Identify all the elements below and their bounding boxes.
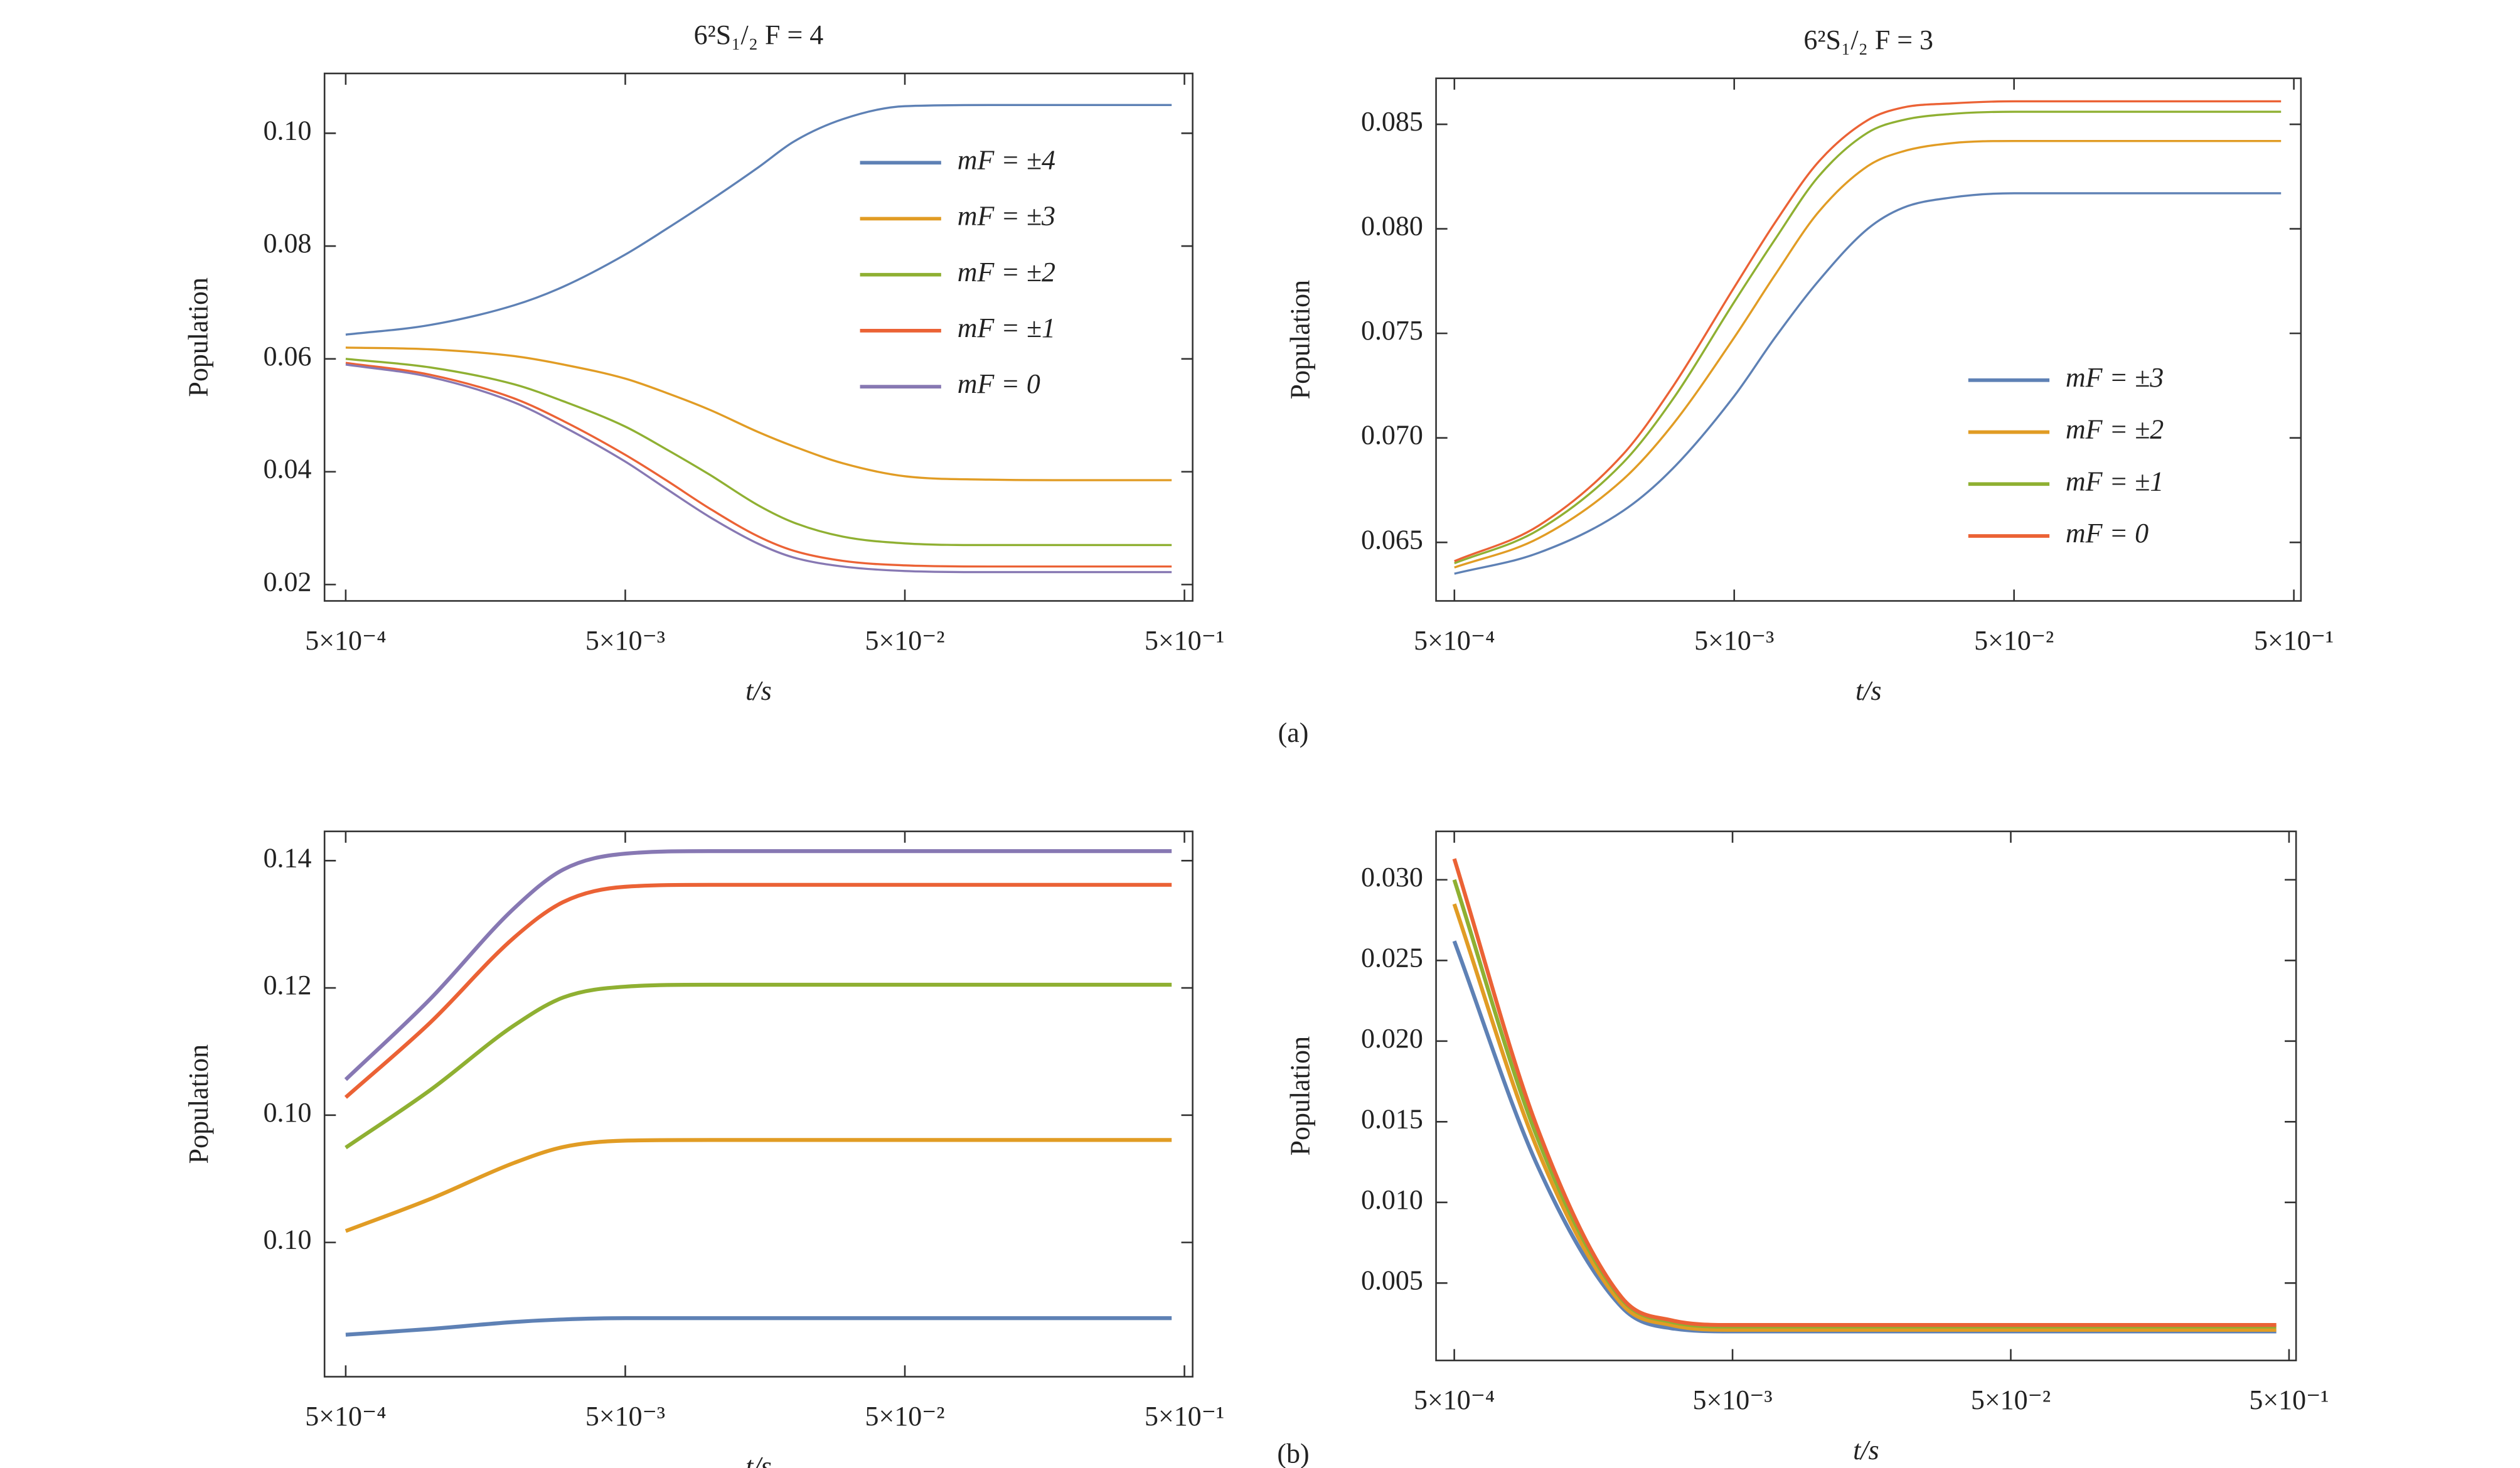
legend-label: mF = 0 — [958, 368, 1040, 399]
data-line — [1452, 879, 2277, 1329]
y-tick-label: 0.030 — [1361, 862, 1423, 892]
y-tick-label: 0.10 — [264, 115, 312, 146]
x-tick-label: 5×10⁻¹ — [2254, 625, 2334, 656]
data-line — [344, 882, 1172, 1099]
x-tick-label: 5×10⁻¹ — [2249, 1385, 2329, 1415]
data-line — [345, 104, 1172, 336]
data-line — [345, 362, 1172, 568]
legend-label: mF = ±3 — [958, 201, 1055, 232]
x-tick-label: 5×10⁻³ — [585, 1401, 665, 1432]
x-tick-label: 5×10⁻⁴ — [1414, 1385, 1495, 1415]
x-tick-label: 5×10⁻⁴ — [305, 625, 386, 656]
y-tick-label: 0.005 — [1361, 1265, 1423, 1295]
chart: t/s Population 5×10⁻⁴ 5×10⁻³ 5×10⁻² 5×10⁻¹ 0.0… — [1285, 830, 2329, 1465]
chart-title: 6²S₁/₂ F = 3 — [1803, 24, 1933, 55]
data-line — [345, 363, 1172, 574]
data-line — [345, 346, 1172, 481]
y-tick-label: 0.025 — [1361, 942, 1423, 973]
y-tick-label: 0.06 — [264, 341, 312, 372]
legend-label: mF = ±2 — [2066, 414, 2164, 445]
x-axis-label: t/s — [1855, 675, 1882, 706]
x-tick-label: 5×10⁻³ — [1692, 1385, 1772, 1415]
data-line — [1454, 110, 2282, 565]
y-axis-label: Population — [1285, 280, 1316, 399]
y-tick-label: 0.010 — [1361, 1184, 1423, 1215]
plot-frame — [323, 72, 1193, 602]
y-tick-label: 0.10 — [264, 1097, 312, 1128]
x-tick-label: 5×10⁻³ — [585, 625, 665, 656]
y-axis-label: Population — [1285, 1036, 1316, 1155]
x-tick-label: 5×10⁻⁴ — [305, 1401, 386, 1432]
x-tick-label: 5×10⁻² — [1974, 625, 2054, 656]
y-tick-label: 0.020 — [1361, 1023, 1423, 1054]
data-line — [1452, 858, 2277, 1327]
y-tick-label: 0.080 — [1361, 211, 1423, 242]
y-tick-label: 0.12 — [264, 970, 312, 1000]
x-tick-label: 5×10⁻¹ — [1145, 1401, 1224, 1432]
x-axis-label: t/s — [1853, 1435, 1879, 1465]
x-tick-label: 5×10⁻² — [865, 1401, 944, 1432]
y-tick-label: 0.075 — [1361, 315, 1423, 346]
y-tick-label: 0.04 — [264, 454, 312, 485]
legend-label: mF = ±1 — [2066, 466, 2164, 496]
legend-label: mF = ±1 — [958, 313, 1055, 343]
data-line — [1454, 140, 2282, 569]
data-line — [344, 849, 1172, 1081]
panel-label: (b) — [1277, 1438, 1309, 1468]
plot-frame — [323, 830, 1193, 1378]
y-tick-label: 0.14 — [264, 842, 312, 873]
y-tick-label: 0.10 — [264, 1224, 312, 1255]
x-tick-label: 5×10⁻³ — [1694, 625, 1774, 656]
chart-title: 6²S₁/₂ F = 4 — [694, 19, 824, 50]
data-line — [345, 358, 1172, 547]
x-axis-label: t/s — [745, 1451, 772, 1468]
y-axis-label: Population — [183, 1044, 214, 1164]
data-line — [1454, 100, 2282, 562]
data-line — [1454, 192, 2282, 575]
y-tick-label: 0.02 — [264, 566, 312, 597]
legend-label: mF = ±4 — [958, 144, 1055, 175]
x-tick-label: 5×10⁻² — [865, 625, 944, 656]
panel-label: (a) — [1278, 717, 1309, 748]
chart: 6²S₁/₂ F = 3 t/s Population 5×10⁻⁴ 5×10⁻³ 5×1… — [1285, 24, 2334, 706]
x-tick-label: 5×10⁻² — [1971, 1385, 2051, 1415]
data-line — [344, 982, 1172, 1150]
plot-frame — [1435, 830, 2297, 1361]
legend-label: mF = ±2 — [958, 257, 1055, 287]
y-tick-label: 0.015 — [1361, 1103, 1423, 1134]
plot-frame — [1435, 77, 2302, 602]
x-tick-label: 5×10⁻⁴ — [1414, 625, 1495, 656]
y-axis-label: Population — [183, 277, 214, 397]
data-line — [1452, 940, 2277, 1334]
y-tick-label: 0.08 — [264, 228, 312, 259]
x-axis-label: t/s — [745, 675, 772, 706]
y-tick-label: 0.070 — [1361, 420, 1423, 451]
x-tick-label: 5×10⁻¹ — [1145, 625, 1224, 656]
chart: 6²S₁/₂ F = 4 t/s Population 5×10⁻⁴ 5×10⁻³ 5×1… — [183, 19, 1224, 706]
legend-label: mF = 0 — [2066, 518, 2149, 549]
data-line — [1452, 903, 2277, 1332]
chart: t/s Population 5×10⁻⁴ 5×10⁻³ 5×10⁻² 5×10⁻¹ 0.1… — [183, 830, 1224, 1468]
y-tick-label: 0.085 — [1361, 106, 1423, 137]
data-line — [344, 1138, 1172, 1233]
data-line — [345, 1316, 1172, 1337]
legend-label: mF = ±3 — [2066, 362, 2164, 393]
y-tick-label: 0.065 — [1361, 524, 1423, 555]
